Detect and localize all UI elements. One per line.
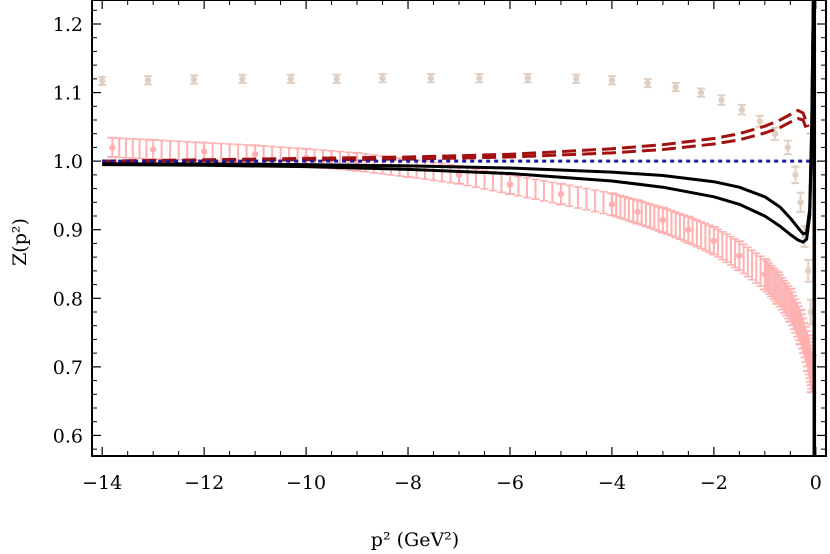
data-point bbox=[718, 96, 725, 104]
data-point bbox=[797, 199, 804, 206]
plot-frame bbox=[91, 0, 827, 457]
x-tick-label: −8 bbox=[394, 472, 422, 494]
data-point bbox=[608, 77, 616, 84]
data-point bbox=[792, 171, 799, 179]
data-point bbox=[506, 181, 514, 188]
data-point bbox=[659, 216, 667, 224]
data-point bbox=[190, 76, 198, 83]
y-tick-label: 0.7 bbox=[53, 357, 83, 379]
data-point bbox=[697, 89, 705, 96]
series-line-6 bbox=[102, 0, 815, 244]
x-tick-label: −14 bbox=[82, 472, 122, 494]
data-point bbox=[427, 74, 435, 82]
data-point bbox=[685, 226, 692, 233]
data-point bbox=[144, 77, 152, 84]
y-tick-label: 0.9 bbox=[53, 220, 83, 242]
data-point bbox=[784, 144, 791, 151]
data-point bbox=[804, 267, 812, 275]
data-point bbox=[251, 151, 259, 158]
y-tick-label: 0.8 bbox=[53, 288, 83, 310]
data-point bbox=[672, 83, 679, 91]
x-tick-label: −10 bbox=[286, 472, 326, 494]
data-point bbox=[738, 106, 746, 113]
data-point bbox=[634, 208, 641, 216]
y-tick-label: 1.0 bbox=[53, 151, 83, 173]
x-tick-label: −6 bbox=[496, 472, 524, 494]
data-point bbox=[557, 190, 565, 198]
data-point bbox=[476, 74, 483, 82]
x-tick-label: −12 bbox=[184, 472, 224, 494]
y-axis-label: Z(p²) bbox=[9, 218, 31, 266]
data-point bbox=[524, 74, 532, 82]
data-point bbox=[807, 308, 814, 316]
data-point bbox=[710, 237, 718, 244]
x-tick-label: −4 bbox=[598, 472, 626, 494]
x-axis-label: p² (GeV²) bbox=[371, 529, 459, 551]
series-line-5 bbox=[102, 0, 815, 236]
data-point bbox=[109, 144, 116, 151]
data-point bbox=[608, 201, 616, 208]
data-layer bbox=[98, 0, 817, 456]
y-tick-label: 1.2 bbox=[53, 14, 83, 36]
series-0 bbox=[98, 73, 815, 326]
data-point bbox=[287, 75, 294, 83]
series-line-3 bbox=[102, 108, 810, 163]
x-tick-label: −2 bbox=[700, 472, 728, 494]
data-point bbox=[379, 74, 386, 82]
data-point bbox=[644, 79, 651, 87]
data-point bbox=[756, 118, 763, 125]
series-1 bbox=[107, 136, 817, 394]
data-point bbox=[149, 146, 157, 153]
y-tick-label: 0.6 bbox=[53, 425, 83, 447]
data-point bbox=[736, 252, 743, 259]
data-point bbox=[573, 75, 580, 83]
x-tick-label: 0 bbox=[810, 472, 822, 494]
axes-layer: −14 −12 −10 −8 −6 −4 −2 0 0.6 0.7 0.8 0.9 1.0 1.1 1.2 bbox=[53, 0, 827, 494]
data-point bbox=[333, 75, 340, 83]
data-point bbox=[239, 75, 246, 83]
data-point bbox=[455, 171, 463, 179]
data-point bbox=[98, 77, 106, 85]
y-tick-label: 1.1 bbox=[53, 83, 83, 105]
data-point bbox=[771, 130, 779, 137]
series-line-2 bbox=[102, 117, 810, 163]
data-point bbox=[200, 148, 208, 155]
